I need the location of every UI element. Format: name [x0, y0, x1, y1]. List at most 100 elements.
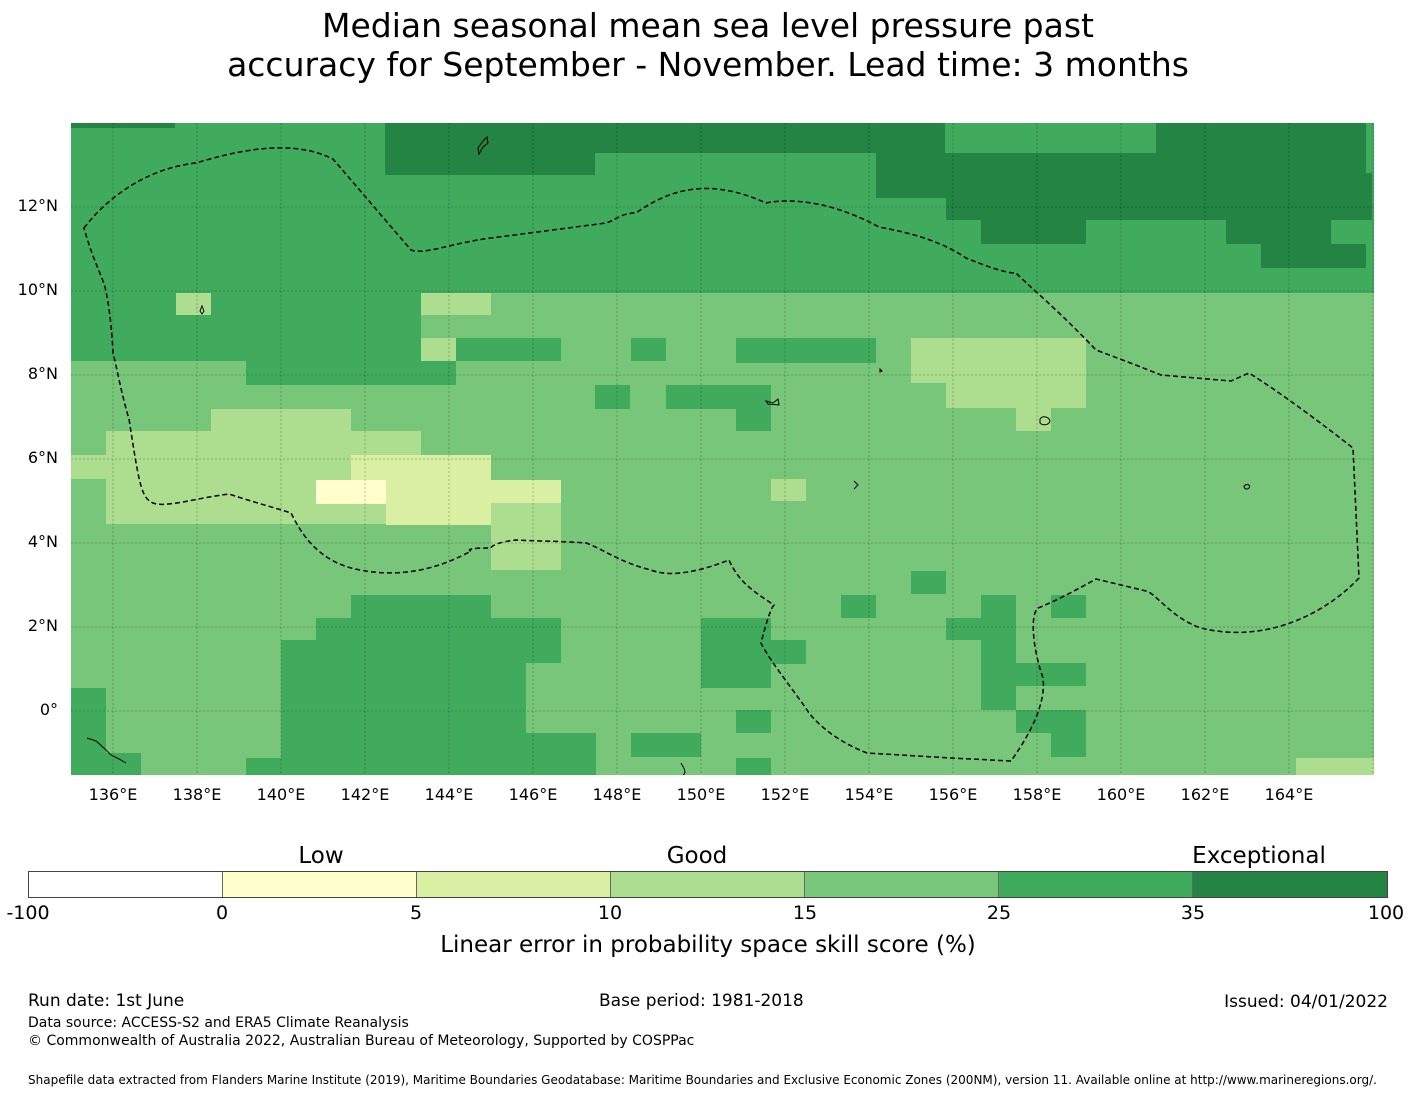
map-gridlines — [71, 123, 1374, 775]
lat-label-12n: 12°N — [17, 196, 58, 215]
lon-label-144e: 144°E — [424, 785, 474, 804]
skill-cell — [211, 409, 351, 433]
skill-cell — [981, 220, 1086, 244]
lon-label-162e: 162°E — [1180, 785, 1230, 804]
colorbar-segment — [416, 872, 611, 897]
island-nukuoro — [853, 480, 859, 490]
lon-label-140e: 140°E — [256, 785, 306, 804]
skill-cell — [456, 316, 491, 338]
colorbar-segment — [804, 872, 999, 897]
skill-cell — [385, 123, 595, 175]
skill-cell — [1051, 595, 1086, 618]
skill-cell — [71, 293, 421, 338]
skill-cell — [876, 153, 946, 198]
lon-label-136e: 136°E — [88, 785, 138, 804]
skill-cells — [71, 123, 1374, 775]
island-palau — [86, 737, 127, 764]
colorbar-tick: 100 — [1367, 902, 1405, 924]
colorbar — [28, 871, 1388, 898]
skill-cell — [666, 385, 771, 409]
lat-label-4n: 4°N — [27, 532, 58, 551]
skill-cell — [1261, 244, 1366, 268]
colorbar-label: Linear error in probability space skill … — [440, 932, 976, 958]
colorbar-tick: 10 — [597, 902, 623, 924]
skill-cell — [491, 503, 561, 570]
lon-label-138e: 138°E — [172, 785, 222, 804]
skill-cell — [281, 640, 561, 663]
skill-cell — [631, 733, 701, 757]
island-yap — [199, 304, 205, 315]
colorbar-tick: 0 — [215, 902, 229, 924]
skill-cell — [946, 383, 1086, 408]
lon-label-154e: 154°E — [844, 785, 894, 804]
skill-cell — [1016, 710, 1086, 733]
skill-cell — [631, 338, 666, 361]
skill-cell — [351, 595, 491, 618]
skill-cell — [1296, 758, 1374, 775]
lat-label-0: 0° — [39, 700, 58, 719]
skill-cell — [946, 618, 1016, 640]
title-line-1: Median seasonal mean sea level pressure … — [322, 6, 1094, 45]
skill-cell — [456, 338, 561, 361]
skill-cell — [981, 595, 1016, 618]
skill-cell — [1016, 663, 1086, 686]
skill-cell — [911, 361, 946, 383]
lon-label-150e: 150°E — [676, 785, 726, 804]
run-date: Run date: 1st June — [28, 991, 185, 1011]
skill-cell — [771, 640, 806, 664]
skill-cell — [176, 293, 211, 315]
issued-date: Issued: 04/01/2022 — [1224, 992, 1388, 1012]
island-small-2 — [680, 762, 686, 775]
map-canvas — [71, 123, 1374, 775]
island-small-1 — [879, 367, 883, 373]
skill-cell — [841, 595, 876, 618]
skill-cell — [71, 123, 175, 128]
skill-cell — [736, 409, 771, 431]
lat-label-6n: 6°N — [27, 448, 58, 467]
skill-cell — [71, 455, 106, 479]
legend-category-exceptional: Exceptional — [1192, 843, 1326, 869]
legend-category-good: Good — [666, 843, 728, 869]
colorbar-segment — [998, 872, 1193, 897]
colorbar-tick: -100 — [6, 902, 50, 924]
shapefile-credit: Shapefile data extracted from Flanders M… — [28, 1073, 1377, 1087]
skill-cell — [1016, 408, 1051, 431]
skill-cell — [736, 338, 876, 363]
lat-label-10n: 10°N — [17, 280, 58, 299]
title-line-2: accuracy for September - November. Lead … — [227, 45, 1189, 84]
eez-boundary — [83, 147, 1360, 762]
skill-cell — [1226, 220, 1331, 244]
skill-cell — [246, 758, 281, 775]
skill-cell — [316, 710, 526, 733]
island-kosrae — [1243, 484, 1250, 490]
lat-label-8n: 8°N — [27, 364, 58, 383]
skill-cell — [421, 361, 456, 385]
lon-label-152e: 152°E — [760, 785, 810, 804]
skill-cell — [491, 293, 981, 316]
skill-cell — [106, 753, 141, 775]
colorbar-segment — [29, 872, 223, 897]
skill-cell — [736, 758, 771, 775]
colorbar-tick: 5 — [409, 902, 423, 924]
lon-label-158e: 158°E — [1012, 785, 1062, 804]
colorbar-tick: 35 — [1180, 902, 1206, 924]
colorbar-tick: 15 — [792, 902, 818, 924]
lat-label-2n: 2°N — [27, 616, 58, 635]
skill-cell — [1051, 733, 1086, 757]
skill-cell — [1261, 123, 1366, 153]
chart-title: Median seasonal mean sea level pressure … — [0, 6, 1416, 84]
skill-cell — [71, 688, 106, 775]
skill-cell — [911, 571, 946, 594]
colorbar-segment — [610, 872, 805, 897]
island-outlines — [86, 135, 1250, 775]
skill-cell — [421, 293, 491, 315]
skill-cell — [71, 338, 246, 361]
lon-label-142e: 142°E — [340, 785, 390, 804]
data-source: Data source: ACCESS-S2 and ERA5 Climate … — [28, 1015, 409, 1031]
island-pohnpei — [1039, 416, 1051, 426]
colorbar-tick: 25 — [986, 902, 1012, 924]
island-guam — [477, 135, 489, 156]
skill-cell — [421, 338, 456, 361]
legend-category-low: Low — [298, 843, 344, 869]
skill-cell — [946, 153, 1016, 173]
